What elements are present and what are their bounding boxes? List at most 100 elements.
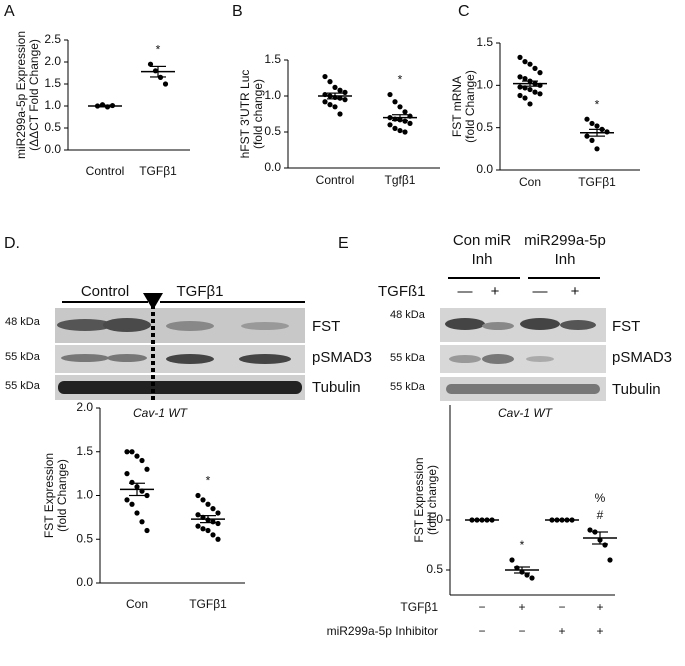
data-point [604, 129, 610, 135]
blot-band [449, 355, 481, 363]
group-label: miR299a-5p [524, 232, 606, 249]
data-point [210, 519, 216, 525]
panel-label: A [4, 3, 15, 20]
condition-label: miR299a-5p Inhibitor [327, 624, 438, 638]
blot-e: E Con miR Inh miR299a-5p Inh TGFß1 — + —… [338, 232, 672, 420]
y-axis-label: hFST 3'UTR Luc [238, 70, 252, 159]
y-axis-label: FST Expression [412, 457, 426, 542]
divider-arrow [143, 293, 163, 310]
x-tick-label: Control [86, 164, 125, 178]
sign: — [458, 283, 473, 300]
data-point [215, 510, 221, 516]
condition-label: TGFβ1 [400, 600, 438, 614]
group-label: Inh [555, 251, 576, 268]
blot-band [520, 318, 560, 330]
band-label: FST [312, 318, 340, 335]
condition-sign: − [518, 624, 525, 638]
data-point [529, 575, 535, 581]
x-tick-label: TGFβ1 [189, 597, 227, 611]
x-tick-label: TGFβ1 [139, 164, 177, 178]
data-point [584, 133, 590, 139]
data-point [537, 91, 543, 97]
y-tick-label: 1.0 [76, 488, 93, 502]
x-tick-label: Tgfβ1 [385, 173, 416, 187]
x-tick-label: Con [519, 175, 541, 189]
data-point [139, 519, 145, 525]
condition-sign: + [558, 624, 565, 638]
treatment-label: TGFß1 [378, 283, 426, 300]
y-tick-label: 0.0 [76, 575, 93, 589]
data-point [607, 557, 613, 563]
data-point [144, 466, 150, 472]
y-tick-label: 1.0 [44, 98, 61, 112]
blot-band [241, 322, 289, 330]
data-point [129, 479, 135, 485]
y-tick-label: 0.5 [426, 562, 443, 576]
data-point [537, 70, 543, 76]
data-point [129, 501, 135, 507]
band-label: Tubulin [612, 381, 661, 398]
condition-sign: + [518, 600, 525, 614]
data-point [397, 104, 403, 110]
condition-sign: + [596, 600, 603, 614]
data-point [407, 120, 413, 126]
band-label: pSMAD3 [312, 349, 372, 366]
y-axis-label: FST mRNA [450, 76, 464, 137]
blot-band [61, 354, 109, 362]
data-point [517, 84, 523, 90]
data-point [522, 59, 528, 65]
kda-label: 55 kDa [5, 380, 41, 392]
data-point [532, 89, 538, 95]
band-label: pSMAD3 [612, 349, 672, 366]
x-tick-label: Con [126, 597, 148, 611]
data-point [522, 95, 528, 101]
blot-band [166, 321, 214, 331]
x-tick-label: TGFβ1 [578, 175, 616, 189]
sign: + [491, 283, 500, 300]
data-point [342, 89, 348, 95]
panel-label: D. [4, 235, 20, 252]
data-point [524, 572, 530, 578]
y-tick-label: 0.5 [476, 120, 493, 134]
group-label: Control [81, 283, 129, 300]
data-point [402, 118, 408, 124]
blot-band [560, 320, 596, 330]
y-tick-label: 1.0 [476, 78, 493, 92]
data-point [215, 536, 221, 542]
caption: Cav-1 WT [133, 406, 189, 420]
data-point [215, 520, 221, 527]
y-tick-label: 0.0 [476, 162, 493, 176]
data-point [205, 527, 211, 534]
condition-sign: + [596, 624, 603, 638]
y-tick-label: 1.0 [264, 88, 281, 102]
data-point [134, 510, 140, 516]
data-point [517, 92, 523, 99]
sign: — [533, 283, 548, 300]
y-axis-label: (fold change) [425, 465, 439, 535]
data-point [144, 527, 150, 534]
kda-label: 55 kDa [5, 351, 41, 363]
data-point [134, 453, 140, 459]
data-point [337, 111, 343, 117]
data-point [387, 122, 393, 128]
blot-band [526, 356, 554, 362]
band-label: FST [612, 318, 640, 335]
panel-label: C [458, 3, 470, 20]
data-point [152, 68, 159, 74]
y-axis-label: FST Expression [42, 453, 56, 538]
data-point [527, 101, 533, 107]
blot-band [107, 354, 147, 362]
panel-label: E [338, 235, 349, 252]
caption: Cav-1 WT [498, 406, 554, 420]
data-point [589, 137, 595, 143]
y-axis-label: miR299a-5p Expression [14, 31, 28, 159]
data-point [509, 557, 515, 563]
group-label: Inh [472, 251, 493, 268]
data-point [205, 501, 211, 507]
data-point [387, 91, 393, 98]
y-tick-label: 0.0 [44, 142, 61, 156]
data-point [589, 120, 595, 127]
data-point [594, 146, 600, 152]
significance: * [398, 73, 403, 87]
data-point [594, 123, 600, 129]
